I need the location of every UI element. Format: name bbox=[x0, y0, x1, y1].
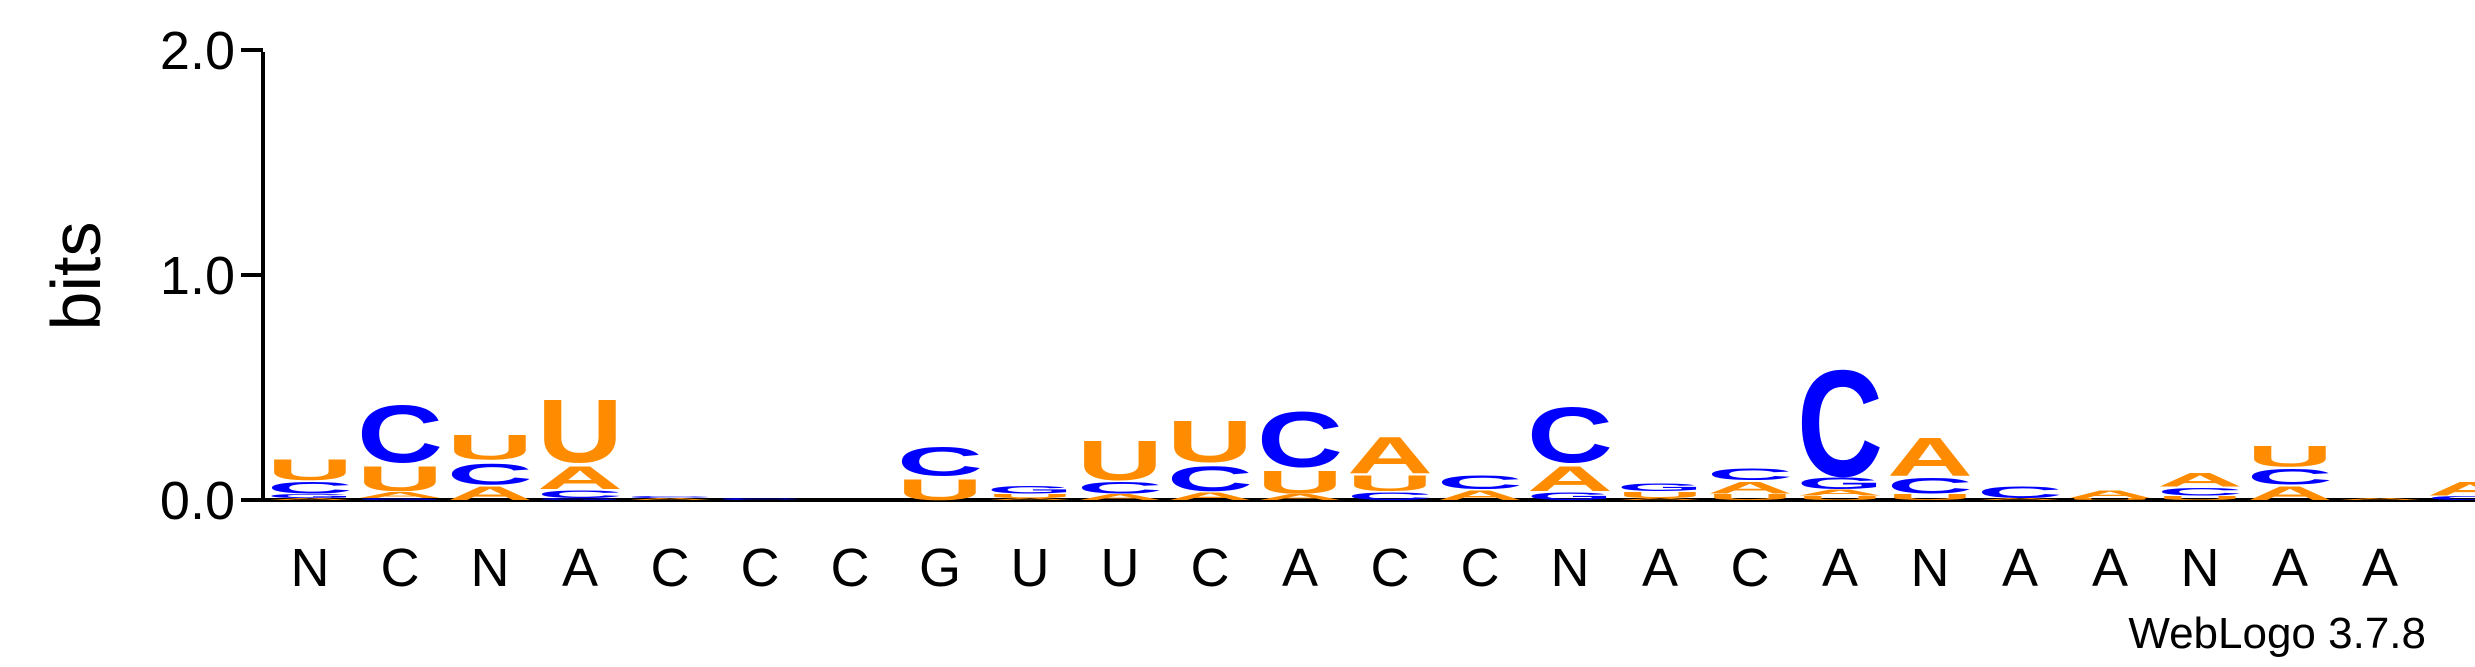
logo-glyph-a: A bbox=[1077, 493, 1163, 502]
x-tick-label: A bbox=[1282, 538, 1318, 598]
logo-glyph-c: C bbox=[447, 458, 533, 491]
x-tick-label: C bbox=[1461, 538, 1500, 598]
logo-glyph-c: C bbox=[537, 488, 623, 500]
x-tick-label: A bbox=[2092, 538, 2128, 598]
x-tick-label: C bbox=[1371, 538, 1410, 598]
logo-glyph-g: G bbox=[267, 493, 353, 499]
x-tick-label: A bbox=[2362, 538, 2398, 598]
x-tick-label: N bbox=[291, 538, 330, 598]
logo-glyph-c: C bbox=[1257, 396, 1343, 483]
x-tick-label: A bbox=[2272, 538, 2308, 598]
logo-glyph-a: A bbox=[2247, 483, 2333, 504]
logo-glyph-u: U bbox=[537, 382, 623, 481]
logo-glyph-u: U bbox=[1797, 495, 1883, 501]
logo-glyph-u: U bbox=[2157, 495, 2243, 501]
logo-glyph-g: G bbox=[1617, 481, 1703, 493]
logo-glyph-u: U bbox=[1617, 490, 1703, 499]
logo-glyph-a: A bbox=[267, 498, 353, 501]
logo-glyph-g: G bbox=[1797, 474, 1883, 492]
logo-glyph-c: C bbox=[267, 479, 353, 497]
logo-glyph-a: A bbox=[1257, 493, 1343, 502]
weblogo-credit: WebLogo 3.7.8 bbox=[2128, 609, 2426, 658]
logo-glyph-c: C bbox=[1977, 483, 2063, 501]
x-tick-label: A bbox=[2002, 538, 2038, 598]
logo-glyph-u: U bbox=[987, 493, 1073, 499]
logo-glyph-c: C bbox=[2157, 486, 2243, 498]
logo-glyph-u: U bbox=[2067, 498, 2153, 501]
logo-glyph-u: U bbox=[897, 473, 983, 506]
logo-glyph-u: U bbox=[1167, 408, 1253, 475]
logo-glyph-c: C bbox=[2247, 465, 2333, 489]
logo-glyph-g: G bbox=[987, 483, 1073, 495]
logo-glyph-c: C bbox=[627, 495, 713, 498]
logo-glyph-a: A bbox=[1437, 488, 1523, 503]
logo-glyph-u: U bbox=[1887, 493, 1973, 502]
x-tick-label: N bbox=[471, 538, 510, 598]
logo-glyph-a: A bbox=[447, 483, 533, 504]
logo-glyph-u: U bbox=[1257, 464, 1343, 500]
logo-glyph-c: C bbox=[357, 389, 443, 480]
x-tick-label: A bbox=[1642, 538, 1678, 598]
x-tick-label: N bbox=[1551, 538, 1590, 598]
logo-glyph-c: C bbox=[1437, 472, 1523, 493]
logo-glyph-a: A bbox=[1977, 498, 2063, 501]
logo-glyph-c: C bbox=[1887, 474, 1973, 498]
logo-glyph-a: A bbox=[987, 498, 1073, 501]
logo-glyph-a: A bbox=[1347, 427, 1433, 484]
x-tick-label: C bbox=[651, 538, 690, 598]
logo-glyph-a: A bbox=[2157, 470, 2243, 491]
logo-glyph-a: A bbox=[1617, 498, 1703, 501]
x-tick-label: G bbox=[919, 538, 961, 598]
logo-glyph-c: C bbox=[1527, 392, 1613, 479]
logo-glyph-g: G bbox=[537, 498, 623, 501]
logo-glyph-c: C bbox=[2427, 495, 2475, 501]
logo-glyph-u: U bbox=[1347, 472, 1433, 496]
logo-glyph-a: A bbox=[1707, 479, 1793, 497]
logo-glyph-a: A bbox=[1887, 426, 1973, 487]
logo-glyph-g: G bbox=[1527, 490, 1613, 502]
x-tick-label: C bbox=[831, 538, 870, 598]
logo-glyph-a: A bbox=[2337, 498, 2423, 501]
x-tick-label: C bbox=[1731, 538, 1770, 598]
logo-glyph-u: U bbox=[267, 453, 353, 486]
y-tick-label: 0.0 bbox=[160, 471, 235, 531]
logo-glyph-c: C bbox=[897, 438, 983, 484]
logo-glyph-c: C bbox=[1797, 338, 1883, 508]
logo-glyph-u: U bbox=[447, 427, 533, 467]
logo-glyph-a: A bbox=[1167, 490, 1253, 502]
x-tick-label: N bbox=[2181, 538, 2220, 598]
logo-glyph-a: A bbox=[2427, 479, 2475, 500]
y-axis-title: bits bbox=[37, 222, 115, 331]
x-tick-label: C bbox=[741, 538, 780, 598]
logo-glyph-c: C bbox=[1347, 490, 1433, 502]
x-tick-label: A bbox=[1822, 538, 1858, 598]
x-tick-label: U bbox=[1101, 538, 1140, 598]
logo-glyph-c: C bbox=[1077, 479, 1163, 497]
logo-glyph-c: C bbox=[717, 498, 803, 501]
x-tick-label: A bbox=[562, 538, 598, 598]
logo-glyph-a: A bbox=[2067, 488, 2153, 500]
logo-glyph-c: C bbox=[1167, 459, 1253, 499]
logo-glyph-g: G bbox=[357, 498, 443, 501]
x-tick-label: C bbox=[1191, 538, 1230, 598]
x-tick-label: U bbox=[1011, 538, 1050, 598]
logo-glyph-a: A bbox=[1797, 488, 1883, 497]
logo-glyph-a: A bbox=[1527, 459, 1613, 499]
x-tick-label: C bbox=[381, 538, 420, 598]
y-tick-label: 2.0 bbox=[160, 21, 235, 81]
y-tick-label: 1.0 bbox=[160, 246, 235, 306]
y-ticks: 0.0 1.0 2.0 bbox=[160, 21, 263, 531]
x-tick-label: N bbox=[1911, 538, 1950, 598]
logo-glyph-c: C bbox=[1707, 465, 1793, 483]
logo-glyph-u: U bbox=[1077, 428, 1163, 492]
logo-glyph-a: A bbox=[627, 498, 713, 501]
logo-glyph-u: U bbox=[1707, 493, 1793, 502]
logo-glyph-a: A bbox=[537, 460, 623, 496]
logo-glyph-u: U bbox=[357, 459, 443, 499]
logo-glyph-a: A bbox=[357, 490, 443, 499]
logo-glyph-u: U bbox=[2247, 440, 2333, 473]
